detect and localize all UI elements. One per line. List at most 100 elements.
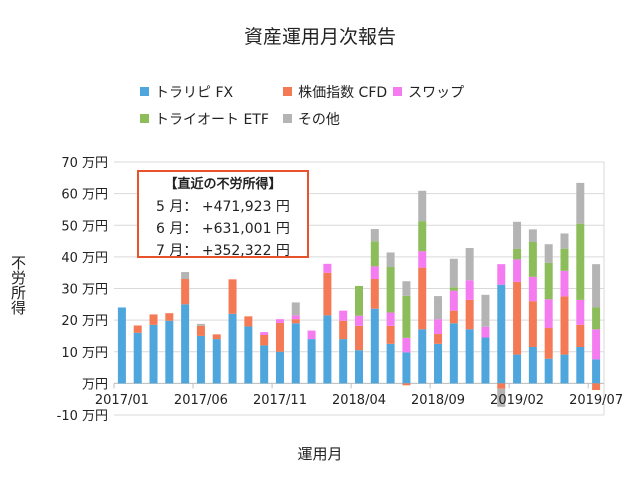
bar-segment (449, 310, 458, 324)
note-month: 5 月： (156, 199, 198, 215)
bar-segment (181, 279, 190, 305)
bar-segment (260, 332, 269, 335)
bar-segment (576, 324, 585, 348)
y-tick-label: 70 万円 (61, 156, 108, 171)
bar-segment (402, 383, 411, 386)
bar-segment (275, 351, 284, 384)
y-tick-label: 40 万円 (61, 251, 108, 266)
y-tick-label: 10 万円 (61, 346, 108, 361)
bar-segment (291, 323, 300, 384)
legend-item-torapi-fx: トラリピ FX (140, 82, 233, 102)
bar-segment (576, 182, 585, 224)
bar-segment (592, 264, 601, 308)
bar-segment (544, 328, 553, 359)
bar-segment (291, 302, 300, 316)
note-value: +631,001 円 (201, 221, 290, 237)
legend-swatch (140, 87, 149, 96)
bar-segment (291, 319, 300, 324)
bar-segment (418, 267, 427, 330)
x-tick-label: 2017/11 (253, 393, 307, 408)
legend-swatch (393, 87, 403, 96)
legend-item-triauto-etf: トライオート ETF (140, 109, 269, 129)
y-tick-label: 60 万円 (61, 188, 108, 203)
bar-segment (339, 339, 348, 384)
bar-segment (196, 323, 205, 326)
bar-segment (449, 290, 458, 311)
x-tick-label: 2019/07 (569, 393, 623, 408)
bar-segment (497, 383, 506, 389)
legend-item-other: その他 (282, 109, 340, 129)
bar-segment (497, 264, 506, 285)
bar-segment (592, 359, 601, 384)
legend-label: トラリピ FX (155, 84, 234, 101)
bar-segment (370, 308, 379, 384)
bar-segment (560, 296, 569, 355)
legend-label: 株価指数 CFD (298, 84, 388, 101)
bar-segment (149, 324, 158, 384)
bar-segment (133, 325, 142, 333)
y-axis-title: 不労所得 (9, 255, 27, 315)
bar-segment (370, 266, 379, 280)
bar-segment (465, 248, 474, 281)
legend-label: トライオート ETF (155, 111, 269, 128)
note-row-july: 7 月： +352,322 円 (139, 240, 307, 262)
bar-segment (576, 299, 585, 325)
bar-segment (386, 325, 395, 344)
bar-segment (386, 312, 395, 326)
bar-segment (196, 335, 205, 384)
legend-swatch (140, 114, 149, 123)
bar-segment (513, 281, 522, 355)
bar-segment (323, 315, 332, 384)
bar-segment (244, 326, 253, 384)
bar-segment (560, 270, 569, 297)
x-tick-label: 2018/04 (332, 393, 386, 408)
bar-segment (291, 315, 300, 320)
bar-segment (592, 307, 601, 330)
bar-segment (544, 244, 553, 263)
bar-segment (402, 281, 411, 296)
bar-segment (402, 352, 411, 384)
bar-segment (212, 339, 221, 384)
x-axis-title: 運用月 (297, 445, 343, 463)
note-month: 6 月： (156, 221, 198, 237)
bar-segment (386, 343, 395, 384)
bar-segment (544, 262, 553, 300)
bar-segment (497, 284, 506, 384)
note-row-may: 5 月： +471,923 円 (139, 196, 307, 218)
bar-segment (528, 229, 537, 243)
bar-segment (212, 334, 221, 340)
bar-segment (497, 388, 506, 407)
bar-segment (544, 358, 553, 384)
bar-segment (434, 319, 443, 335)
bar-segment (275, 319, 284, 323)
bar-segment (481, 337, 490, 384)
bar-segment (513, 259, 522, 282)
bar-segment (260, 345, 269, 384)
note-month: 7 月： (156, 243, 198, 259)
legend-swatch (283, 87, 293, 96)
bar-segment (260, 334, 269, 346)
bar-segment (560, 354, 569, 384)
bar-segment (528, 347, 537, 384)
y-tick-label: -10 万円 (57, 409, 108, 424)
recent-income-box: 【直近の不労所得】 5 月： +471,923 円 6 月： +631,001 … (137, 170, 309, 259)
x-tick-label: 2017/06 (174, 393, 228, 408)
x-tick-label: 2017/01 (95, 393, 149, 408)
bar-segment (323, 272, 332, 316)
legend-swatch (282, 114, 292, 123)
bar-segment (307, 339, 316, 384)
note-value: +352,322 円 (201, 243, 290, 259)
note-value: +471,923 円 (201, 199, 290, 215)
bar-segment (386, 252, 395, 267)
bar-segment (560, 248, 569, 271)
bar-segment (449, 258, 458, 288)
legend-item-cfd: 株価指数 CFD (283, 82, 387, 102)
bar-segment (418, 251, 427, 268)
legend: トラリピ FX 株価指数 CFD スワップ トライオート ETF その他 (140, 78, 464, 132)
bar-segment (481, 294, 490, 327)
legend-item-swap: スワップ (393, 82, 464, 102)
bar-segment (355, 285, 363, 316)
bar-segment (434, 343, 443, 384)
bar-segment (307, 330, 316, 340)
